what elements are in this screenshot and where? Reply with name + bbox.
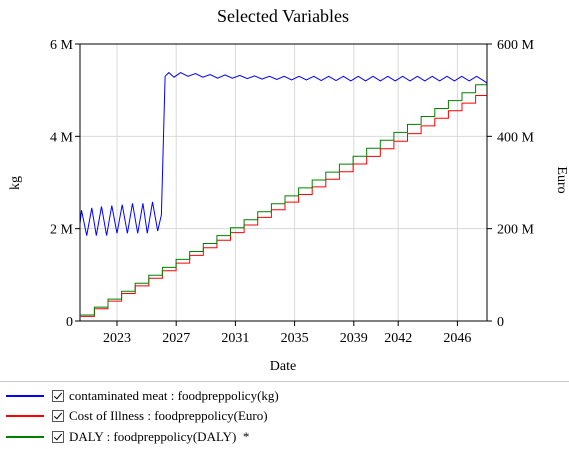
legend: contaminated meat : foodpreppolicy(kg) C… <box>0 381 569 449</box>
y-axis-left-label: kg <box>8 176 23 190</box>
series-line-contaminated-meat <box>79 71 488 236</box>
legend-swatch-blue <box>6 395 44 397</box>
x-tick-label: 2031 <box>221 331 249 346</box>
y-right-tick-label: 400 M <box>497 130 535 145</box>
legend-item-daly[interactable]: DALY : foodpreppolicy(DALY) * <box>6 428 249 446</box>
chart-title: Selected Variables <box>217 6 349 26</box>
y-right-tick-label: 0 <box>497 315 504 330</box>
legend-swatch-green <box>6 436 44 438</box>
legend-swatch-red <box>6 415 44 417</box>
legend-item-cost-of-illness[interactable]: Cost of Illness : foodpreppolicy(Euro) <box>6 407 268 425</box>
x-tick-label: 2035 <box>281 331 309 346</box>
series-group <box>79 71 488 317</box>
checkbox-icon[interactable] <box>52 431 64 443</box>
checkbox-icon[interactable] <box>52 390 64 402</box>
x-tick-label: 2027 <box>162 331 190 346</box>
y-left-tick-label: 0 <box>66 315 73 330</box>
plot-frame <box>79 43 488 322</box>
y-left-tick-label: 2 M <box>50 223 74 238</box>
x-axis-label: Date <box>270 359 296 374</box>
checkbox-icon[interactable] <box>52 410 64 422</box>
x-tick-label: 2046 <box>443 331 471 346</box>
legend-item-contaminated-meat[interactable]: contaminated meat : foodpreppolicy(kg) <box>6 387 279 405</box>
chart-area: Selected Variables 2023 2027 2031 2035 2039 2… <box>8 6 569 374</box>
y-left-tick-label: 6 M <box>50 38 74 53</box>
legend-label: Cost of Illness : foodpreppolicy(Euro) <box>69 408 268 423</box>
axis-ticks: 2023 2027 2031 2035 2039 2042 2046 0 0 2 M 200 M 4 … <box>50 38 534 346</box>
x-tick-label: 2042 <box>384 331 412 346</box>
y-right-tick-label: 600 M <box>497 38 535 53</box>
y-axis-right-label: Euro <box>554 166 569 193</box>
legend-label: DALY : foodpreppolicy(DALY) * <box>69 429 250 444</box>
x-tick-label: 2039 <box>340 331 368 346</box>
y-left-tick-label: 4 M <box>50 130 74 145</box>
series-line-daly <box>80 84 487 316</box>
y-right-tick-label: 200 M <box>497 223 535 238</box>
grid-lines <box>80 44 487 321</box>
legend-label: contaminated meat : foodpreppolicy(kg) <box>69 388 279 403</box>
x-tick-label: 2023 <box>103 331 131 346</box>
